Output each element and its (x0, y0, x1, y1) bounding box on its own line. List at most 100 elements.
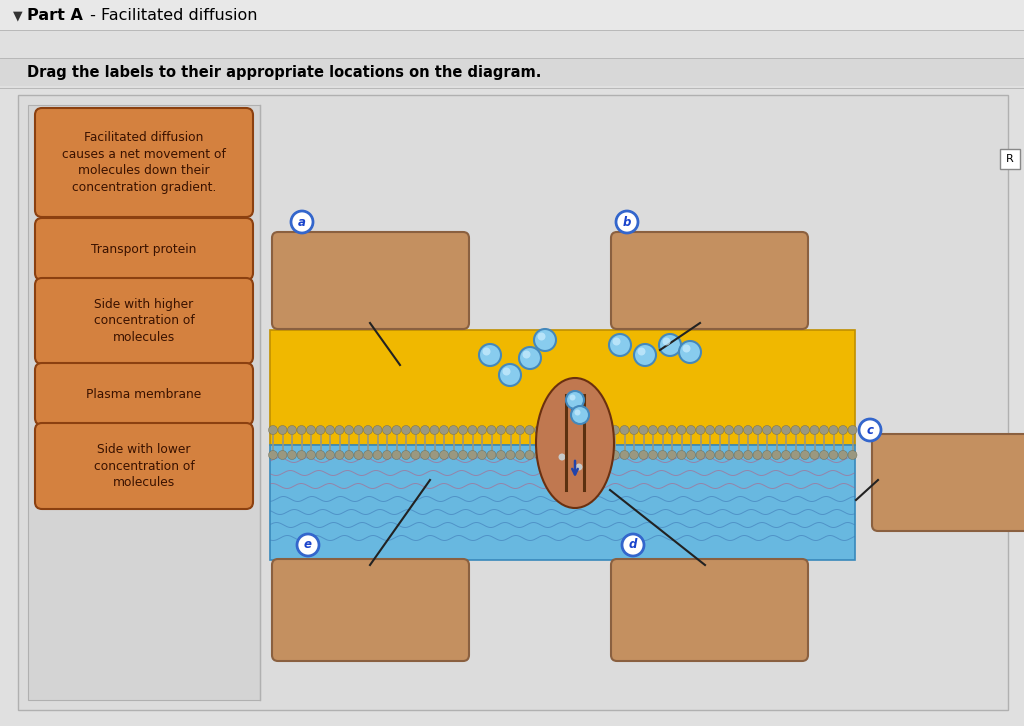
Circle shape (555, 450, 575, 470)
Circle shape (763, 451, 771, 460)
FancyBboxPatch shape (35, 218, 253, 280)
Circle shape (781, 425, 791, 434)
Circle shape (439, 425, 449, 434)
Circle shape (316, 425, 325, 434)
Circle shape (383, 451, 391, 460)
Text: Part A: Part A (27, 9, 83, 23)
Circle shape (743, 425, 753, 434)
Circle shape (839, 451, 848, 460)
Circle shape (558, 454, 565, 460)
Circle shape (791, 425, 800, 434)
Circle shape (497, 451, 506, 460)
Circle shape (772, 425, 781, 434)
Text: Transport protein: Transport protein (91, 242, 197, 256)
Circle shape (515, 425, 524, 434)
Text: ▼: ▼ (13, 9, 23, 23)
Circle shape (278, 451, 287, 460)
Circle shape (554, 425, 562, 434)
Circle shape (477, 425, 486, 434)
Circle shape (715, 451, 724, 460)
FancyBboxPatch shape (272, 232, 469, 329)
Circle shape (791, 451, 800, 460)
Circle shape (411, 451, 420, 460)
Circle shape (810, 451, 819, 460)
Circle shape (848, 425, 857, 434)
Circle shape (753, 425, 762, 434)
Circle shape (354, 451, 362, 460)
Circle shape (506, 451, 515, 460)
Circle shape (763, 425, 771, 434)
Circle shape (344, 451, 353, 460)
Text: R: R (1007, 154, 1014, 164)
Text: c: c (866, 423, 873, 436)
Circle shape (392, 425, 401, 434)
Bar (28, 105, 260, 700)
Circle shape (525, 425, 534, 434)
Text: Side with higher
concentration of
molecules: Side with higher concentration of molecu… (93, 298, 195, 344)
Circle shape (288, 451, 297, 460)
Circle shape (525, 451, 534, 460)
Circle shape (620, 425, 629, 434)
Circle shape (715, 425, 724, 434)
Circle shape (616, 211, 638, 233)
Circle shape (601, 425, 610, 434)
Circle shape (487, 451, 496, 460)
Circle shape (679, 341, 701, 363)
Circle shape (306, 451, 315, 460)
Circle shape (781, 451, 791, 460)
Circle shape (479, 344, 501, 366)
Circle shape (449, 425, 458, 434)
Circle shape (658, 425, 667, 434)
Circle shape (373, 451, 382, 460)
Circle shape (297, 534, 319, 556)
Text: Side with lower
concentration of
molecules: Side with lower concentration of molecul… (93, 443, 195, 489)
Circle shape (563, 425, 572, 434)
Circle shape (839, 425, 848, 434)
Circle shape (538, 333, 546, 340)
Circle shape (344, 425, 353, 434)
Circle shape (449, 451, 458, 460)
Circle shape (848, 451, 857, 460)
FancyBboxPatch shape (35, 278, 253, 364)
Circle shape (354, 425, 362, 434)
FancyBboxPatch shape (272, 559, 469, 661)
Bar (270, 330, 855, 445)
Circle shape (592, 425, 600, 434)
Circle shape (468, 451, 477, 460)
Circle shape (668, 425, 677, 434)
Circle shape (421, 425, 429, 434)
Circle shape (459, 425, 468, 434)
Circle shape (278, 425, 287, 434)
Circle shape (659, 334, 681, 356)
Circle shape (364, 451, 373, 460)
Circle shape (268, 425, 278, 434)
Circle shape (622, 534, 644, 556)
Circle shape (499, 364, 521, 386)
Circle shape (316, 451, 325, 460)
Ellipse shape (536, 378, 614, 508)
Circle shape (544, 451, 553, 460)
Circle shape (668, 451, 677, 460)
Circle shape (582, 425, 591, 434)
Circle shape (572, 460, 592, 480)
Circle shape (639, 451, 648, 460)
Text: d: d (629, 539, 637, 552)
Circle shape (734, 425, 743, 434)
Circle shape (859, 419, 881, 441)
Circle shape (326, 425, 335, 434)
Circle shape (515, 451, 524, 460)
Circle shape (572, 425, 582, 434)
Circle shape (743, 451, 753, 460)
Circle shape (392, 451, 401, 460)
Circle shape (326, 451, 335, 460)
Circle shape (801, 425, 810, 434)
Text: Drag the labels to their appropriate locations on the diagram.: Drag the labels to their appropriate loc… (27, 65, 542, 80)
Circle shape (725, 451, 733, 460)
FancyBboxPatch shape (611, 232, 808, 329)
Circle shape (519, 347, 541, 369)
Circle shape (535, 451, 544, 460)
Circle shape (572, 451, 582, 460)
Circle shape (482, 348, 490, 356)
FancyBboxPatch shape (872, 434, 1024, 531)
Circle shape (268, 451, 278, 460)
